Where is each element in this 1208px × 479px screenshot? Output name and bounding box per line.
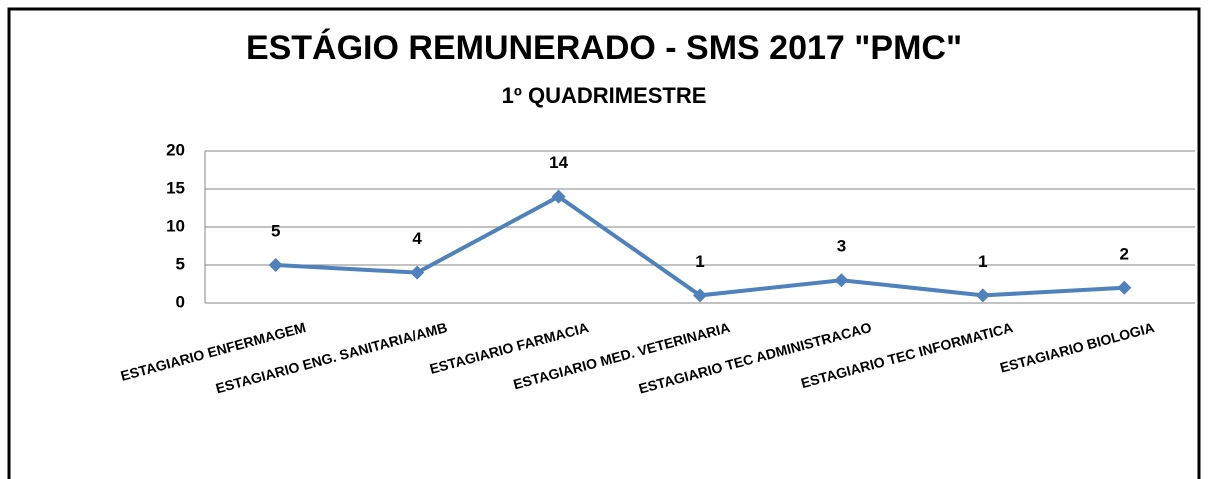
marker (975, 288, 990, 303)
marker (834, 273, 849, 288)
y-tick-label: 10 (166, 216, 185, 235)
marker (268, 258, 283, 272)
data-label: 1 (978, 252, 987, 271)
marker (551, 189, 566, 204)
data-label: 1 (695, 252, 704, 271)
marker (693, 288, 707, 303)
data-label: 5 (271, 221, 280, 240)
chart-subtitle: 1º QUADRIMESTRE (502, 83, 707, 108)
data-label: 3 (837, 237, 846, 256)
y-tick-label: 0 (176, 292, 185, 311)
frame (7, 7, 1201, 479)
data-label: 14 (549, 153, 568, 172)
marker (1117, 280, 1132, 295)
y-tick-label: 20 (166, 140, 185, 159)
data-label: 2 (1120, 244, 1129, 263)
marker (410, 265, 425, 280)
y-tick-label: 5 (176, 254, 185, 273)
y-tick-label: 15 (166, 178, 185, 197)
chart-title: ESTÁGIO REMUNERADO - SMS 2017 "PMC" (246, 29, 962, 67)
data-label: 4 (412, 229, 422, 248)
